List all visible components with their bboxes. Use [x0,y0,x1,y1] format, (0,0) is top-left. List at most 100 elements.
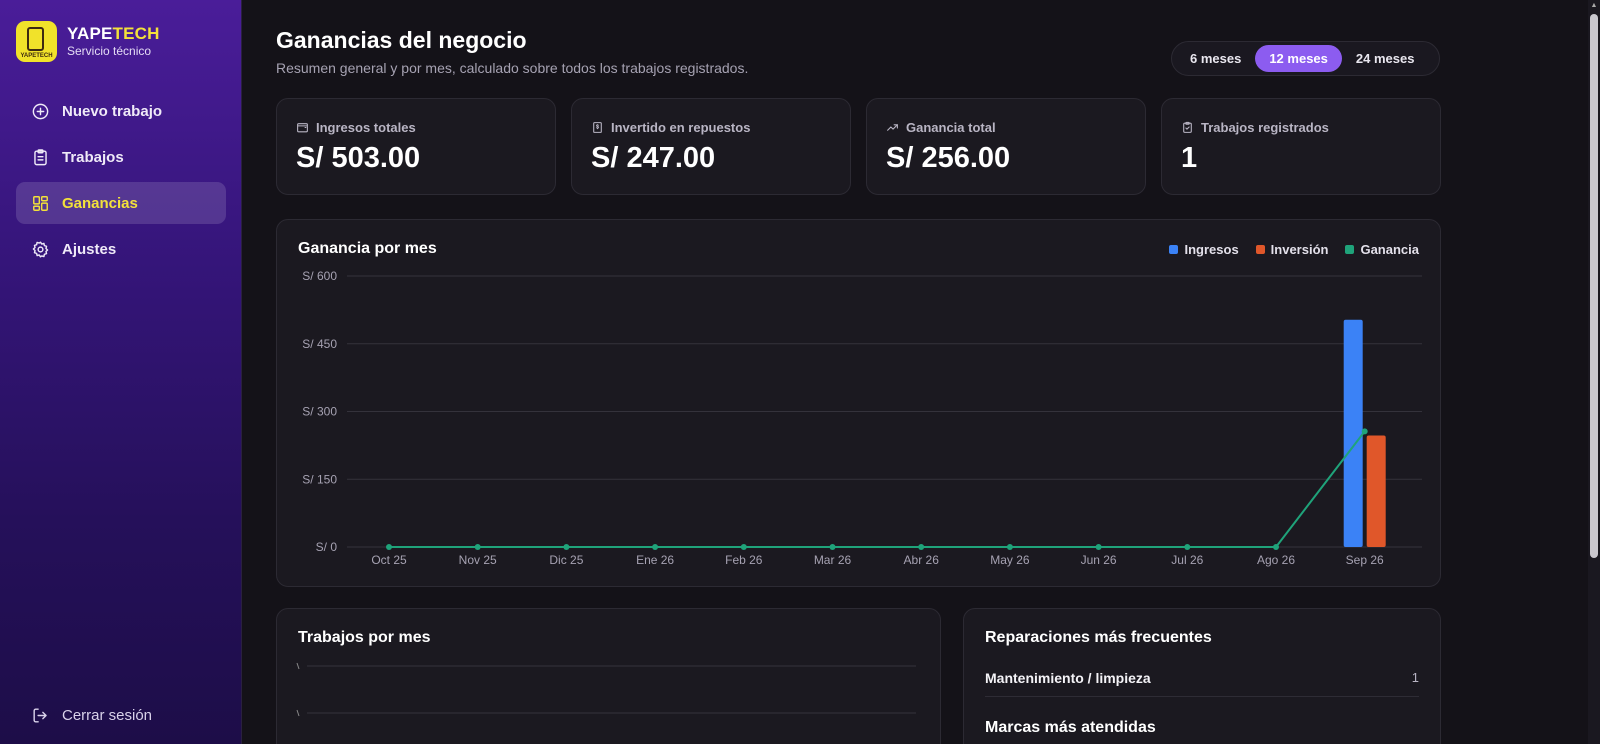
range-6-months-button[interactable]: 6 meses [1190,51,1242,66]
sidebar-item-trabajos[interactable]: Trabajos [16,136,226,178]
brand[interactable]: YAPETECH YAPETECH Servicio técnico [16,21,160,62]
stat-label: Ingresos totales [316,120,416,135]
clipboard-icon [34,148,47,165]
x-tick-label: Dic 25 [549,553,583,567]
point-ganancia [1273,544,1279,550]
x-tick-label: May 26 [990,553,1030,567]
top-brands-title: Marcas más atendidas [985,719,1156,736]
x-tick-label: Ago 26 [1257,553,1295,567]
y-tick-label: S/ 450 [302,337,337,351]
point-ganancia [386,544,392,550]
tick-mark [296,709,300,717]
phone-icon [27,27,44,51]
range-selector: 6 meses 12 meses 24 meses [1171,41,1440,76]
stat-label: Ganancia total [906,120,996,135]
sidebar-item-label: Nuevo trabajo [62,102,163,120]
range-24-months-button[interactable]: 24 meses [1355,51,1415,66]
main-content: Ganancias del negocio Resumen general y … [242,0,1582,744]
stat-card-invertido: Invertido en repuestos S/ 247.00 [571,98,851,195]
point-ganancia [474,544,481,550]
sidebar-item-ajustes[interactable]: Ajustes [16,228,226,270]
chart-legend: Ingresos Inversión Ganancia [1152,242,1419,257]
legend-swatch-ganancia [1345,245,1355,254]
x-tick-label: Abr 26 [904,553,940,567]
profit-chart-card: Ganancia por mes Ingresos Inversión Gana… [276,219,1441,587]
wallet-icon [297,123,308,133]
profit-chart: S/ 0 S/ 150 S/ 300 S/ 450 S/ 600 Oct 25 Nov 25… [302,269,1422,567]
logout-icon [33,707,47,723]
tick-mark [296,662,300,670]
y-tick-label: S/ 150 [302,472,337,486]
x-tick-label: Jun 26 [1081,553,1117,567]
range-12-months-button[interactable]: 12 meses [1255,45,1342,72]
sidebar-item-ganancias[interactable]: Ganancias [16,182,226,224]
x-tick-label: Ene 26 [636,553,674,567]
logout-button[interactable]: Cerrar sesión [16,695,226,735]
clipboard-check-icon [1183,121,1192,133]
stat-card-ingresos: Ingresos totales S/ 503.00 [276,98,556,195]
stat-value: 1 [1181,142,1198,174]
bar-inversión [1366,435,1386,547]
point-ganancia [740,544,747,550]
logout-label: Cerrar sesión [62,706,153,724]
point-ganancia [1184,544,1191,550]
sidebar: YAPETECH YAPETECH Servicio técnico Nuevo… [0,0,242,744]
brand-logo-text: YAPETECH [20,53,53,59]
sidebar-item-label: Ganancias [62,194,138,212]
point-ganancia [1095,544,1102,550]
jobs-chart [296,662,916,717]
legend-item-ingresos[interactable]: Ingresos [1169,242,1239,257]
x-tick-label: Feb 26 [725,553,763,567]
stat-value: S/ 256.00 [886,142,1011,174]
point-ganancia [1006,544,1013,550]
jobs-chart-title: Trabajos por mes [298,629,431,646]
scrollbar-thumb[interactable] [1590,14,1598,558]
x-tick-label: Jul 26 [1171,553,1203,567]
list-item: Mantenimiento / limpieza 1 [985,659,1419,697]
point-ganancia [652,544,659,550]
page-title: Ganancias del negocio [276,27,527,53]
brand-name: YAPETECH [67,24,160,43]
stat-label: Trabajos registrados [1201,120,1329,135]
point-ganancia [829,544,836,550]
y-tick-label: S/ 300 [302,405,337,419]
brand-logo: YAPETECH [16,21,57,62]
series-line-ganancia [389,430,1366,548]
legend-item-ganancia[interactable]: Ganancia [1345,242,1419,257]
sidebar-item-label: Ajustes [62,240,117,258]
trending-up-icon [887,124,898,131]
y-tick-label: S/ 600 [302,269,337,283]
sidebar-item-label: Trabajos [62,148,124,166]
receipt-icon [593,122,602,133]
sidebar-nav: Nuevo trabajo Trabajos Ganancias Ajustes [16,90,226,274]
scroll-up-arrow[interactable]: ▲ [1590,2,1598,9]
legend-swatch-inversion [1255,245,1265,254]
plus-circle-icon [32,103,49,119]
stat-value: S/ 247.00 [591,142,716,174]
vertical-scrollbar[interactable]: ▲ [1588,0,1600,744]
gear-icon [32,241,49,257]
stat-label: Invertido en repuestos [611,120,751,135]
stat-value: S/ 503.00 [296,142,421,174]
repair-label: Mantenimiento / limpieza [985,669,1151,686]
x-tick-label: Sep 26 [1346,553,1384,567]
profit-chart-title: Ganancia por mes [298,240,437,257]
bar-ingresos [1343,319,1363,547]
sidebar-item-nuevo-trabajo[interactable]: Nuevo trabajo [16,90,226,132]
y-tick-label: S/ 0 [316,540,338,554]
legend-swatch-ingresos [1169,245,1179,254]
point-ganancia [563,544,570,550]
frequent-repairs-title: Reparaciones más frecuentes [985,629,1212,646]
frequent-repairs-card: Reparaciones más frecuentes Mantenimient… [963,608,1441,744]
point-ganancia [1361,428,1368,435]
x-tick-label: Nov 25 [459,553,497,567]
page-subtitle: Resumen general y por mes, calculado sob… [276,60,749,76]
stat-card-ganancia: Ganancia total S/ 256.00 [866,98,1146,195]
legend-item-inversion[interactable]: Inversión [1255,242,1328,257]
brand-subtitle: Servicio técnico [67,44,152,58]
point-ganancia [918,544,925,550]
dashboard-icon [33,195,48,211]
repair-count: 1 [1411,670,1419,685]
stat-card-trabajos: Trabajos registrados 1 [1161,98,1441,195]
jobs-chart-card: Trabajos por mes [276,608,941,744]
